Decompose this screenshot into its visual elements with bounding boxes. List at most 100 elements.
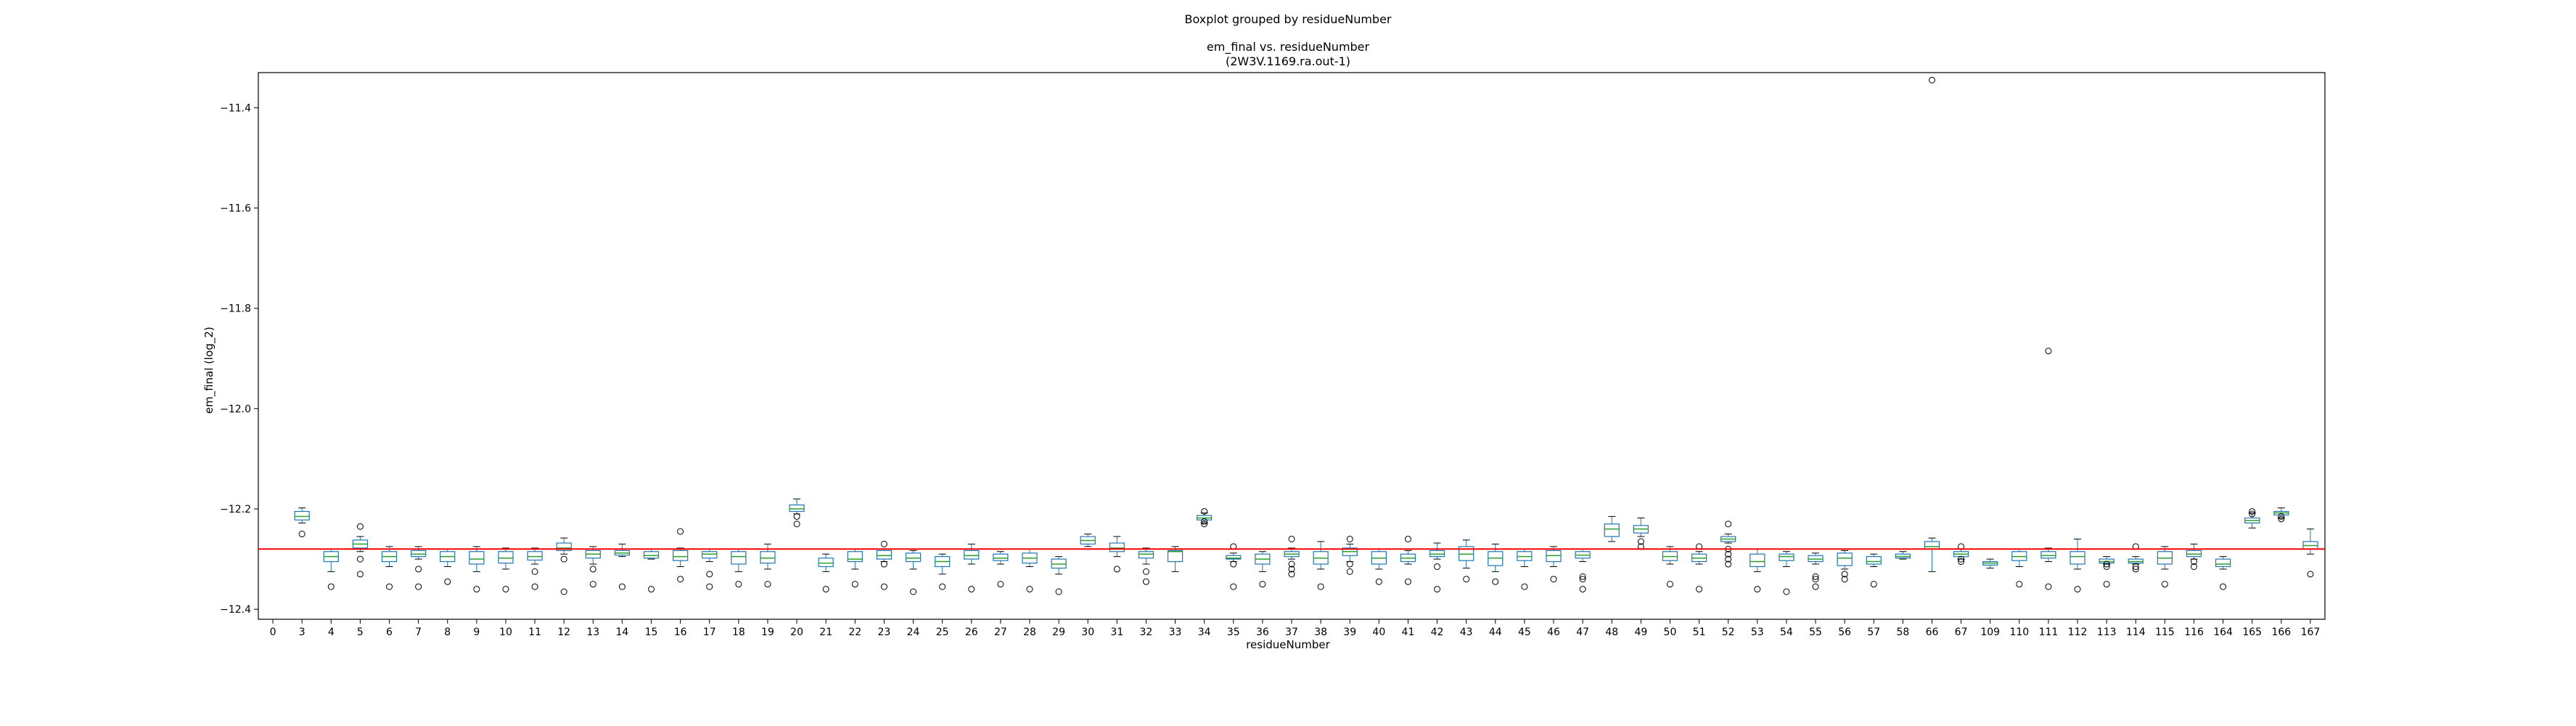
x-tick-label: 8 [444, 627, 451, 638]
y-tick-label: −11.6 [220, 203, 251, 215]
box-iqr [469, 551, 485, 565]
x-tick-label: 14 [615, 627, 628, 638]
x-tick-label: 22 [848, 627, 861, 638]
outlier-point [2132, 566, 2139, 573]
x-tick-label: 40 [1372, 627, 1385, 638]
box-iqr [1138, 551, 1154, 559]
x-tick-label: 52 [1722, 627, 1735, 638]
outlier-point [1783, 588, 1790, 595]
outlier-point [910, 588, 917, 595]
outlier-point [1521, 583, 1528, 590]
x-tick-label: 24 [907, 627, 920, 638]
x-tick-label: 57 [1867, 627, 1880, 638]
outlier-point [764, 581, 771, 588]
x-tick-label: 6 [386, 627, 393, 638]
x-tick-label: 111 [2039, 627, 2059, 638]
x-tick-label: 31 [1110, 627, 1123, 638]
box-iqr [876, 550, 893, 560]
outlier-point [677, 528, 684, 535]
outlier-point [880, 583, 887, 590]
box-iqr [847, 551, 863, 563]
x-tick-label: 9 [473, 627, 480, 638]
x-tick-label: 46 [1547, 627, 1560, 638]
outlier-point [2190, 563, 2197, 570]
outlier-point [531, 583, 538, 590]
x-tick-label: 49 [1634, 627, 1647, 638]
outlier-point [1259, 581, 1266, 588]
outlier-point [2132, 563, 2139, 570]
x-tick-label: 109 [1980, 627, 2000, 638]
x-tick-label: 17 [703, 627, 716, 638]
outlier-point [1288, 535, 1295, 542]
outlier-point [560, 555, 567, 563]
outlier-point [1725, 521, 1732, 528]
x-tick-label: 39 [1343, 627, 1356, 638]
outlier-point [560, 588, 567, 595]
outlier-point [2074, 586, 2081, 593]
x-tick-label: 15 [645, 627, 658, 638]
outlier-point [997, 581, 1004, 588]
box-iqr [1837, 552, 1853, 566]
outlier-point [2016, 581, 2023, 588]
box-iqr [556, 542, 572, 551]
x-tick-label: 37 [1285, 627, 1298, 638]
outlier-point [1434, 563, 1441, 570]
x-tick-label: 32 [1140, 627, 1153, 638]
outlier-point [1725, 560, 1732, 568]
x-tick-label: 19 [761, 627, 774, 638]
x-tick-label: 28 [1023, 627, 1036, 638]
y-tick-label: −11.4 [220, 102, 251, 114]
outlier-point [1113, 566, 1120, 573]
box-iqr [702, 551, 718, 559]
x-tick-label: 114 [2126, 627, 2146, 638]
x-tick-label: 33 [1169, 627, 1182, 638]
x-tick-label: 3 [299, 627, 305, 638]
x-tick-label: 51 [1693, 627, 1706, 638]
outlier-point [473, 586, 480, 593]
x-tick-label: 25 [936, 627, 949, 638]
box-iqr [1167, 550, 1184, 563]
outlier-point [2045, 583, 2052, 590]
outlier-point [589, 581, 596, 588]
box-iqr [964, 550, 980, 560]
x-tick-label: 115 [2155, 627, 2175, 638]
outlier-point [1288, 566, 1295, 573]
box-iqr [905, 552, 922, 563]
x-tick-label: 44 [1489, 627, 1502, 638]
outlier-point [1666, 581, 1673, 588]
y-tick-label: −12.0 [220, 404, 251, 415]
outlier-point [1317, 583, 1324, 590]
outlier-point [1754, 586, 1761, 593]
outlier-point [415, 566, 422, 573]
outlier-point [444, 578, 451, 585]
outlier-point [589, 566, 596, 573]
outlier-point [415, 583, 422, 590]
outlier-point [1812, 573, 1819, 580]
outlier-point [648, 586, 655, 593]
outlier-point [1404, 535, 1411, 542]
y-tick-label: −12.4 [220, 604, 251, 616]
outlier-point [2249, 510, 2256, 518]
outlier-point [1725, 555, 1732, 563]
outlier-point [1841, 576, 1848, 583]
x-tick-label: 41 [1402, 627, 1415, 638]
box-iqr [2070, 551, 2085, 565]
outlier-point [1637, 538, 1644, 545]
outlier-point [1055, 588, 1062, 595]
outlier-point [2278, 515, 2285, 523]
x-tick-label: 47 [1576, 627, 1589, 638]
outlier-point [1870, 581, 1877, 588]
outlier-point [356, 555, 364, 563]
x-tick-label: 35 [1227, 627, 1240, 638]
box-iqr [789, 504, 805, 513]
outlier-point [298, 531, 305, 538]
outlier-point [1346, 560, 1353, 568]
x-tick-label: 56 [1838, 627, 1851, 638]
outlier-point [1696, 586, 1703, 593]
outlier-point [2045, 347, 2052, 354]
outlier-point [2220, 583, 2227, 590]
x-tick-label: 26 [965, 627, 978, 638]
x-tick-label: 110 [2009, 627, 2029, 638]
outlier-point [1230, 583, 1237, 590]
x-tick-label: 116 [2184, 627, 2204, 638]
